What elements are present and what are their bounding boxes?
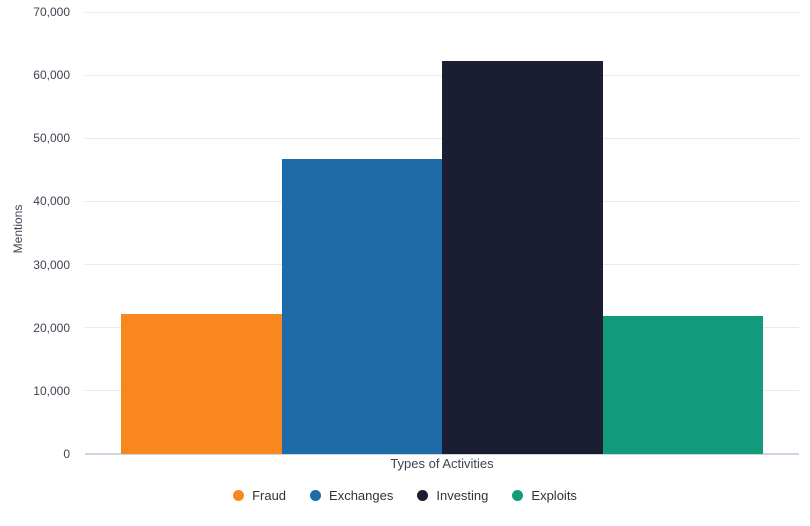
y-tick-label: 70,000 (33, 5, 70, 19)
y-axis-title: Mentions (11, 204, 25, 254)
y-tick-label: 50,000 (33, 131, 70, 146)
legend-item-fraud[interactable]: Fraud (233, 489, 286, 502)
y-tick-label: 60,000 (33, 68, 70, 83)
bar-exploits[interactable] (602, 316, 763, 454)
legend-label: Fraud (252, 488, 287, 503)
legend-marker-icon (310, 490, 322, 501)
legend-item-exchanges[interactable]: Exchanges (310, 489, 393, 502)
bar-investing[interactable] (442, 61, 603, 454)
y-tick-label: 30,000 (33, 257, 70, 272)
legend-label: Exploits (531, 488, 577, 503)
legend-item-exploits[interactable]: Exploits (512, 489, 577, 502)
plot-area: 0 10,000 20,000 30,000 40,000 50,000 60,000 70,… (33, 6, 799, 460)
legend-marker-icon (417, 490, 429, 501)
legend: Fraud Exchanges Investing Exploits (0, 489, 810, 502)
legend-label: Exchanges (329, 488, 394, 503)
y-tick-label: 0 (63, 447, 70, 461)
legend-label: Investing (436, 488, 489, 503)
y-tick-label: 20,000 (33, 320, 70, 335)
legend-marker-icon (233, 490, 245, 501)
x-axis-line (85, 453, 799, 455)
legend-marker-icon (512, 490, 524, 501)
y-gridline (85, 11, 799, 13)
y-tick-label: 40,000 (33, 194, 70, 209)
y-tick-label: 10,000 (33, 383, 70, 398)
legend-item-investing[interactable]: Investing (417, 489, 488, 502)
bar-exchanges[interactable] (281, 159, 442, 454)
x-axis-title: Types of Activities (390, 456, 494, 471)
bar-fraud[interactable] (121, 313, 282, 454)
